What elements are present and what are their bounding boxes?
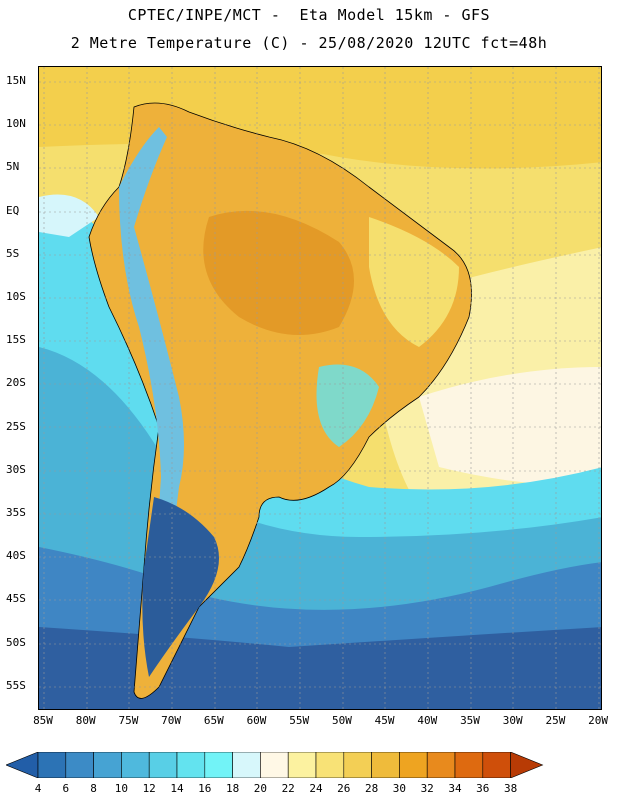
map-canvas <box>39 67 601 709</box>
colorbar-label: 30 <box>392 782 407 795</box>
lat-tick-label: EQ <box>6 203 20 217</box>
colorbar-swatch <box>426 752 456 778</box>
colorbar-swatch <box>315 752 345 778</box>
colorbar-label: 26 <box>337 782 351 795</box>
colorbar-low-arrow <box>6 752 39 778</box>
southeast-cyan <box>316 364 379 447</box>
lon-tick-label: 35W <box>460 714 480 727</box>
colorbar-label: 8 <box>90 782 97 795</box>
lat-tick-label: 45S <box>6 592 26 606</box>
colorbar-swatch <box>93 752 122 778</box>
colorbar-label: 38 <box>503 782 518 795</box>
colorbar-swatch <box>343 752 372 778</box>
colorbar-label: 32 <box>420 782 434 795</box>
colorbar-high-arrow <box>510 752 544 778</box>
colorbar-label: 28 <box>364 782 379 795</box>
lat-tick-label: 35S <box>6 506 26 519</box>
colorbar-swatch <box>482 752 511 778</box>
colorbar-label: 14 <box>170 782 184 795</box>
lon-tick-label: 45W <box>374 714 395 727</box>
lon-tick-label: 70W <box>161 714 182 727</box>
colorbar-swatch <box>204 752 233 778</box>
lat-tick-label: 55S <box>6 678 26 692</box>
northeast-yellow <box>369 217 459 347</box>
lon-tick-label: 85W <box>33 714 53 727</box>
chart-title-line1: CPTEC/INPE/MCT - Eta Model 15km - GFS <box>127 6 491 24</box>
lat-tick-label: 15S <box>6 333 26 347</box>
pacific-pale <box>39 194 99 237</box>
lat-tick-label: 15N <box>6 74 26 87</box>
lon-tick-label: 30W <box>502 714 523 727</box>
colorbar-label: 6 <box>62 782 70 795</box>
colorbar-swatch <box>232 752 261 778</box>
colorbar <box>6 752 544 778</box>
lat-tick-label: 40S <box>6 549 26 563</box>
lon-tick-label: 25W <box>545 714 566 727</box>
colorbar-swatch <box>148 752 178 778</box>
colorbar-label: 20 <box>253 782 268 795</box>
graticule <box>39 67 601 709</box>
lat-tick-label: 5S <box>6 246 20 260</box>
lon-tick-label: 20W <box>588 714 609 727</box>
colorbar-swatch <box>65 752 94 778</box>
colorbar-label: 10 <box>114 782 129 795</box>
lon-tick-label: 60W <box>246 714 267 727</box>
amazon-deep-orange <box>203 210 354 335</box>
colorbar-label: 4 <box>34 782 42 795</box>
colorbar-swatch <box>121 752 150 778</box>
lon-tick-label: 65W <box>203 714 224 727</box>
colorbar-label: 22 <box>281 782 295 795</box>
colorbar-swatch <box>287 752 317 778</box>
ocean-far-south-band <box>39 627 601 709</box>
lat-tick-label: 10N <box>6 117 26 131</box>
colorbar-swatch <box>176 752 206 778</box>
lat-tick-label: 50S <box>6 635 26 649</box>
lon-tick-label: 80W <box>75 714 96 727</box>
lat-tick-label: 30S <box>6 462 26 476</box>
colorbar-swatch <box>454 752 484 778</box>
lat-tick-label: 10S <box>6 290 26 303</box>
patagonia-cold <box>142 497 219 677</box>
colorbar-swatch <box>37 752 67 778</box>
lat-tick-label: 25S <box>6 419 26 433</box>
lon-tick-label: 40W <box>417 714 438 727</box>
lon-tick-label: 75W <box>118 714 139 727</box>
colorbar-label: 18 <box>225 782 240 795</box>
colorbar-label: 24 <box>309 782 323 795</box>
colorbar-swatch <box>371 752 400 778</box>
lat-tick-label: 5N <box>6 160 20 174</box>
colorbar-label: 16 <box>198 782 212 795</box>
colorbar-label: 34 <box>448 782 462 795</box>
lat-tick-label: 20S <box>6 376 26 390</box>
lon-tick-label: 55W <box>289 714 310 727</box>
lon-tick-label: 50W <box>331 714 352 727</box>
colorbar-swatch <box>399 752 428 778</box>
colorbar-swatch <box>260 752 289 778</box>
colorbar-label: 12 <box>142 782 156 795</box>
colorbar-label: 36 <box>476 782 490 795</box>
temperature-map <box>38 66 602 710</box>
chart-title-line2: 2 Metre Temperature (C) - 25/08/2020 12U… <box>70 34 548 52</box>
